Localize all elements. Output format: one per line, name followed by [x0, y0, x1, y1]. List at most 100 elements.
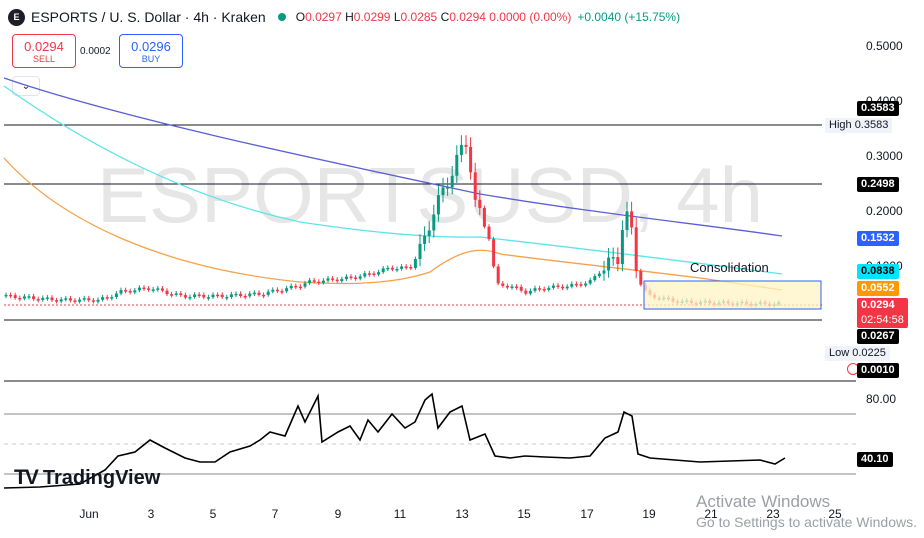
candle-body: [634, 227, 638, 272]
candle-body: [55, 300, 59, 302]
candle-body: [450, 175, 454, 188]
candle-body: [630, 211, 634, 228]
candle-body: [620, 230, 624, 265]
collapse-legend-button[interactable]: ⌄: [12, 76, 40, 96]
candle-body: [4, 294, 8, 297]
candle-body: [32, 296, 36, 300]
last-price-tag: 0.0294 02:54:58: [857, 298, 908, 328]
candle-body: [427, 230, 431, 236]
spread-value: 0.0002: [80, 46, 111, 57]
symbol-title[interactable]: ESPORTS / U. S. Dollar · 4h · Kraken: [31, 9, 266, 25]
candle-body: [423, 235, 427, 244]
candle-body: [547, 287, 551, 290]
candle-body: [349, 276, 353, 279]
candle-body: [386, 267, 390, 270]
candle-body: [156, 288, 160, 290]
candle-body: [528, 290, 532, 294]
candle-body: [142, 287, 146, 290]
time-axis-label: 5: [210, 507, 217, 521]
candle-body: [538, 288, 542, 290]
candle-body: [174, 293, 178, 295]
candle-body: [280, 291, 284, 293]
tradingview-logo[interactable]: TV TradingView: [14, 466, 160, 490]
candle-body: [151, 289, 155, 291]
candle-body: [390, 267, 394, 270]
activate-windows-subtitle: Go to Settings to activate Windows.: [696, 514, 917, 530]
sell-button[interactable]: 0.0294 SELL: [12, 34, 76, 68]
ma-orange-tag: 0.0552: [857, 281, 899, 296]
ma-cyan-tag: 0.0838: [857, 264, 899, 279]
candle-body: [41, 297, 45, 300]
candle-body: [78, 299, 82, 302]
candle-body: [68, 298, 72, 301]
chevron-down-icon: ⌄: [21, 80, 31, 92]
candle-body: [13, 295, 17, 298]
candle-body: [239, 293, 243, 297]
candle-body: [124, 290, 128, 292]
candle-body: [478, 199, 482, 208]
indicator-current-tag: 40.10: [857, 452, 893, 467]
candle-body: [197, 294, 201, 297]
buy-button[interactable]: 0.0296 BUY: [119, 34, 183, 68]
candle-body: [574, 283, 578, 286]
support-price-tag: 0.0267: [857, 329, 899, 344]
candle-body: [616, 257, 620, 265]
consolidation-label: Consolidation: [690, 260, 769, 275]
consolidation-box[interactable]: [643, 280, 822, 310]
candle-body: [275, 289, 279, 292]
candle-body: [344, 276, 348, 280]
candle-body: [561, 286, 565, 289]
candle-body: [87, 298, 91, 301]
candle-body: [579, 284, 583, 286]
candle-body: [358, 276, 362, 279]
market-status-icon[interactable]: [277, 13, 286, 21]
candle-body: [354, 277, 358, 279]
high-label: High 0.3583: [825, 118, 893, 133]
symbol-logo[interactable]: E: [8, 8, 25, 26]
candle-body: [565, 286, 569, 289]
candle-body: [413, 259, 417, 268]
candle-body: [119, 290, 123, 294]
oscillator-line: [3, 392, 786, 489]
low-label: Low 0.0225: [825, 346, 890, 361]
resistance-price-tag: 0.2498: [857, 177, 899, 192]
sell-price: 0.0294: [24, 38, 64, 54]
time-axis-label: 21: [704, 507, 718, 521]
time-axis[interactable]: Jun 3 5 7 9 11 13 15 17 19 21 23 25: [79, 507, 842, 521]
candle-body: [551, 285, 555, 288]
time-axis-label: 13: [455, 507, 469, 521]
candle-body: [326, 278, 330, 281]
candle-body: [321, 280, 325, 283]
candle-body: [377, 272, 381, 275]
candle-body: [220, 294, 224, 298]
candle-body: [50, 297, 54, 301]
time-axis-label: 17: [580, 507, 594, 521]
candle-body: [262, 294, 266, 297]
buy-label: BUY: [141, 53, 161, 64]
time-axis-label: 7: [272, 507, 279, 521]
candle-body: [294, 285, 298, 288]
candle-body: [400, 266, 404, 269]
time-axis-label: Jun: [79, 507, 98, 521]
candle-body: [110, 297, 114, 299]
candle-body: [234, 293, 238, 296]
candle-body: [243, 296, 247, 298]
candle-body: [436, 195, 440, 215]
candle-body: [133, 290, 137, 293]
candle-body: [340, 279, 344, 282]
sell-label: SELL: [32, 53, 56, 64]
price-axis-tick: 0.3000: [866, 149, 903, 163]
candle-body: [165, 290, 169, 295]
candle-body: [206, 297, 210, 299]
candle-body: [266, 291, 270, 295]
candle-body: [202, 294, 206, 298]
candle-body: [179, 293, 183, 296]
candle-body: [137, 287, 141, 291]
candle-body: [36, 299, 40, 301]
candle-body: [317, 281, 321, 284]
candle-body: [597, 273, 601, 277]
ma-blue-tag: 0.1532: [857, 231, 899, 246]
candle-body: [285, 288, 289, 292]
candle-body: [211, 294, 215, 298]
